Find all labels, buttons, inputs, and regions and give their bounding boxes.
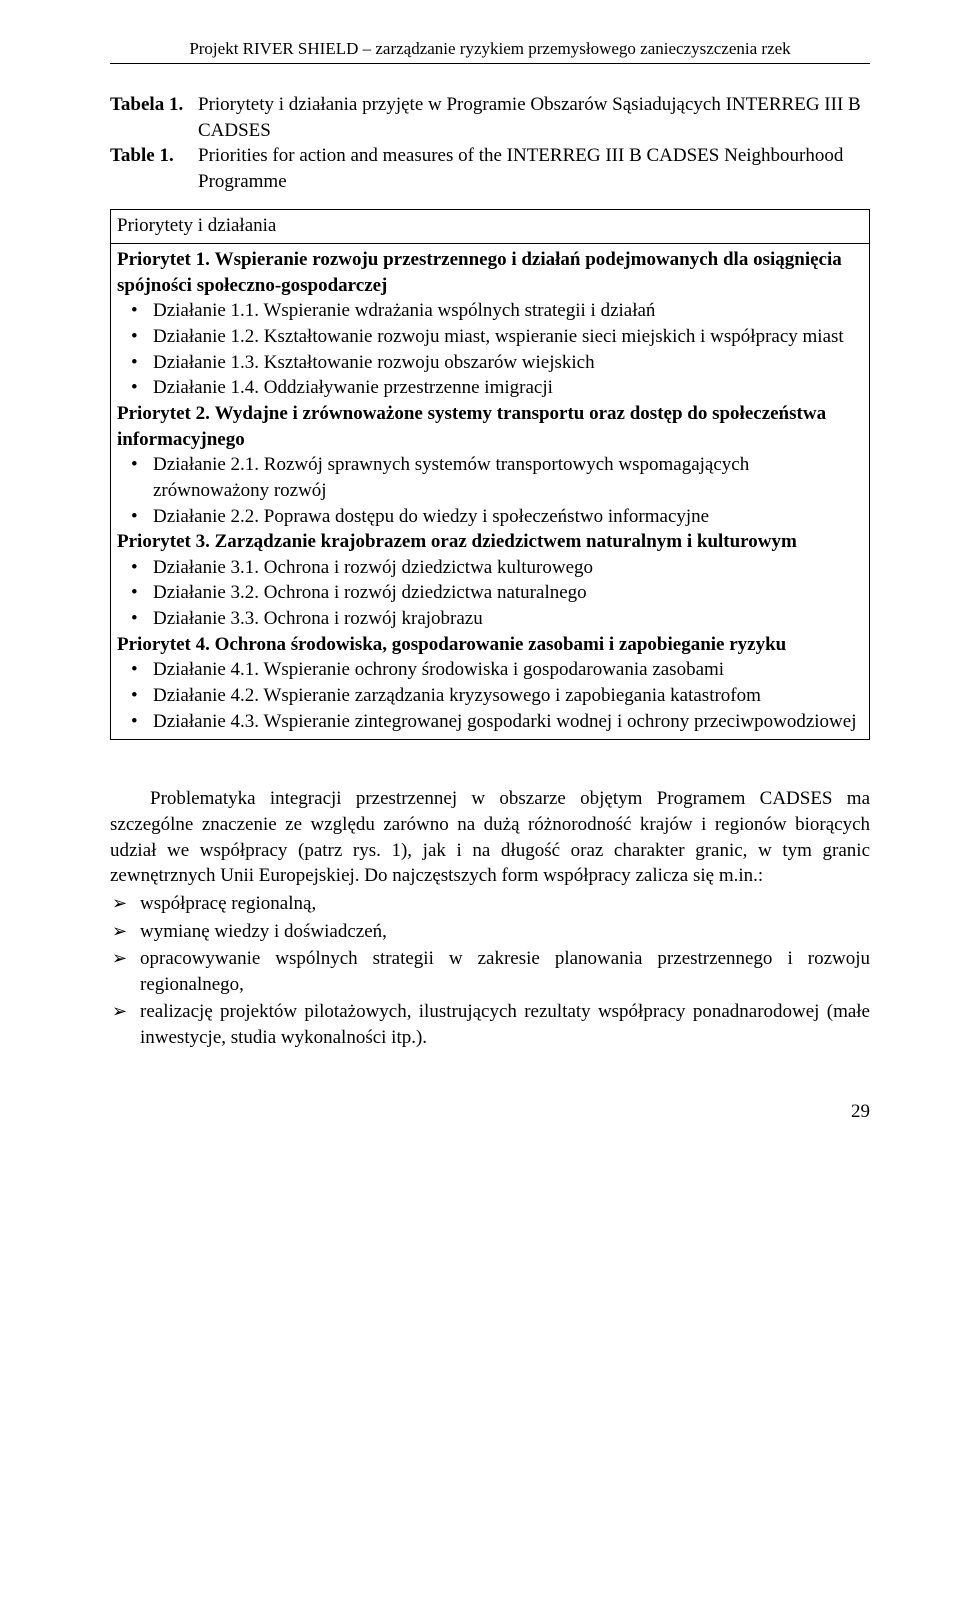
body-paragraph-1: Problematyka integracji przestrzennej w … <box>110 786 870 889</box>
list-item: Działanie 4.2. Wspieranie zarządzania kr… <box>117 683 863 709</box>
list-item: Działanie 3.2. Ochrona i rozwój dziedzic… <box>117 580 863 606</box>
priority-2-desc: Wydajne i zrównoważone systemy transport… <box>117 403 826 450</box>
priority-2-list: Działanie 2.1. Rozwój sprawnych systemów… <box>117 452 863 529</box>
priority-1-list: Działanie 1.1. Wspieranie wdrażania wspó… <box>117 298 863 401</box>
priority-4-list: Działanie 4.1. Wspieranie ochrony środow… <box>117 657 863 734</box>
list-item: Działanie 1.2. Kształtowanie rozwoju mia… <box>117 324 863 350</box>
list-item: Działanie 3.1. Ochrona i rozwój dziedzic… <box>117 555 863 581</box>
table-header-cell: Priorytety i działania <box>111 209 870 244</box>
caption-text-pl: Priorytety i działania przyjęte w Progra… <box>198 92 870 143</box>
list-item: realizację projektów pilotażowych, ilust… <box>110 999 870 1050</box>
list-item: Działanie 4.3. Wspieranie zintegrowanej … <box>117 709 863 735</box>
list-item: Działanie 1.1. Wspieranie wdrażania wspó… <box>117 298 863 324</box>
priority-1-cell: Priorytet 1. Wspieranie rozwoju przestrz… <box>111 244 870 740</box>
priority-1-desc: Wspieranie rozwoju przestrzennego i dzia… <box>117 249 842 296</box>
list-item: wymianę wiedzy i doświadczeń, <box>110 919 870 945</box>
table-caption-row-pl: Tabela 1. Priorytety i działania przyjęt… <box>110 92 870 143</box>
table-caption-row-en: Table 1. Priorities for action and measu… <box>110 143 870 194</box>
header-rule <box>110 63 870 64</box>
list-item: Działanie 3.3. Ochrona i rozwój krajobra… <box>117 606 863 632</box>
list-item: Działanie 4.1. Wspieranie ochrony środow… <box>117 657 863 683</box>
list-item: Działanie 1.3. Kształtowanie rozwoju obs… <box>117 350 863 376</box>
caption-text-en: Priorities for action and measures of th… <box>198 143 870 194</box>
caption-label-pl: Tabela 1. <box>110 92 198 118</box>
table-caption-block: Tabela 1. Priorytety i działania przyjęt… <box>110 92 870 195</box>
priority-3-list: Działanie 3.1. Ochrona i rozwój dziedzic… <box>117 555 863 632</box>
table-header-row: Priorytety i działania <box>111 209 870 244</box>
list-item: współpracę regionalną, <box>110 891 870 917</box>
priority-1-label: Priorytet 1. <box>117 249 210 270</box>
priorities-table: Priorytety i działania Priorytet 1. Wspi… <box>110 209 870 741</box>
priority-1-title: Priorytet 1. Wspieranie rozwoju przestrz… <box>117 247 863 298</box>
priority-2-label: Priorytet 2. <box>117 403 210 424</box>
priority-4-title: Priorytet 4. Ochrona środowiska, gospoda… <box>117 632 863 658</box>
list-item: Działanie 2.1. Rozwój sprawnych systemów… <box>117 452 863 503</box>
list-item: Działanie 1.4. Oddziaływanie przestrzenn… <box>117 375 863 401</box>
list-item: Działanie 2.2. Poprawa dostępu do wiedzy… <box>117 504 863 530</box>
list-item: opracowywanie wspólnych strategii w zakr… <box>110 946 870 997</box>
priority-4-label: Priorytet 4. Ochrona środowiska, gospoda… <box>117 634 786 655</box>
priority-3-title: Priorytet 3. Zarządzanie krajobrazem ora… <box>117 529 863 555</box>
table-row: Priorytet 1. Wspieranie rozwoju przestrz… <box>111 244 870 740</box>
priority-3-label: Priorytet 3. Zarządzanie krajobrazem ora… <box>117 531 797 552</box>
page-number: 29 <box>110 1099 870 1125</box>
body-arrow-list: współpracę regionalną, wymianę wiedzy i … <box>110 891 870 1051</box>
priority-2-title: Priorytet 2. Wydajne i zrównoważone syst… <box>117 401 863 452</box>
running-header: Projekt RIVER SHIELD – zarządzanie ryzyk… <box>110 38 870 61</box>
caption-label-en: Table 1. <box>110 143 198 169</box>
